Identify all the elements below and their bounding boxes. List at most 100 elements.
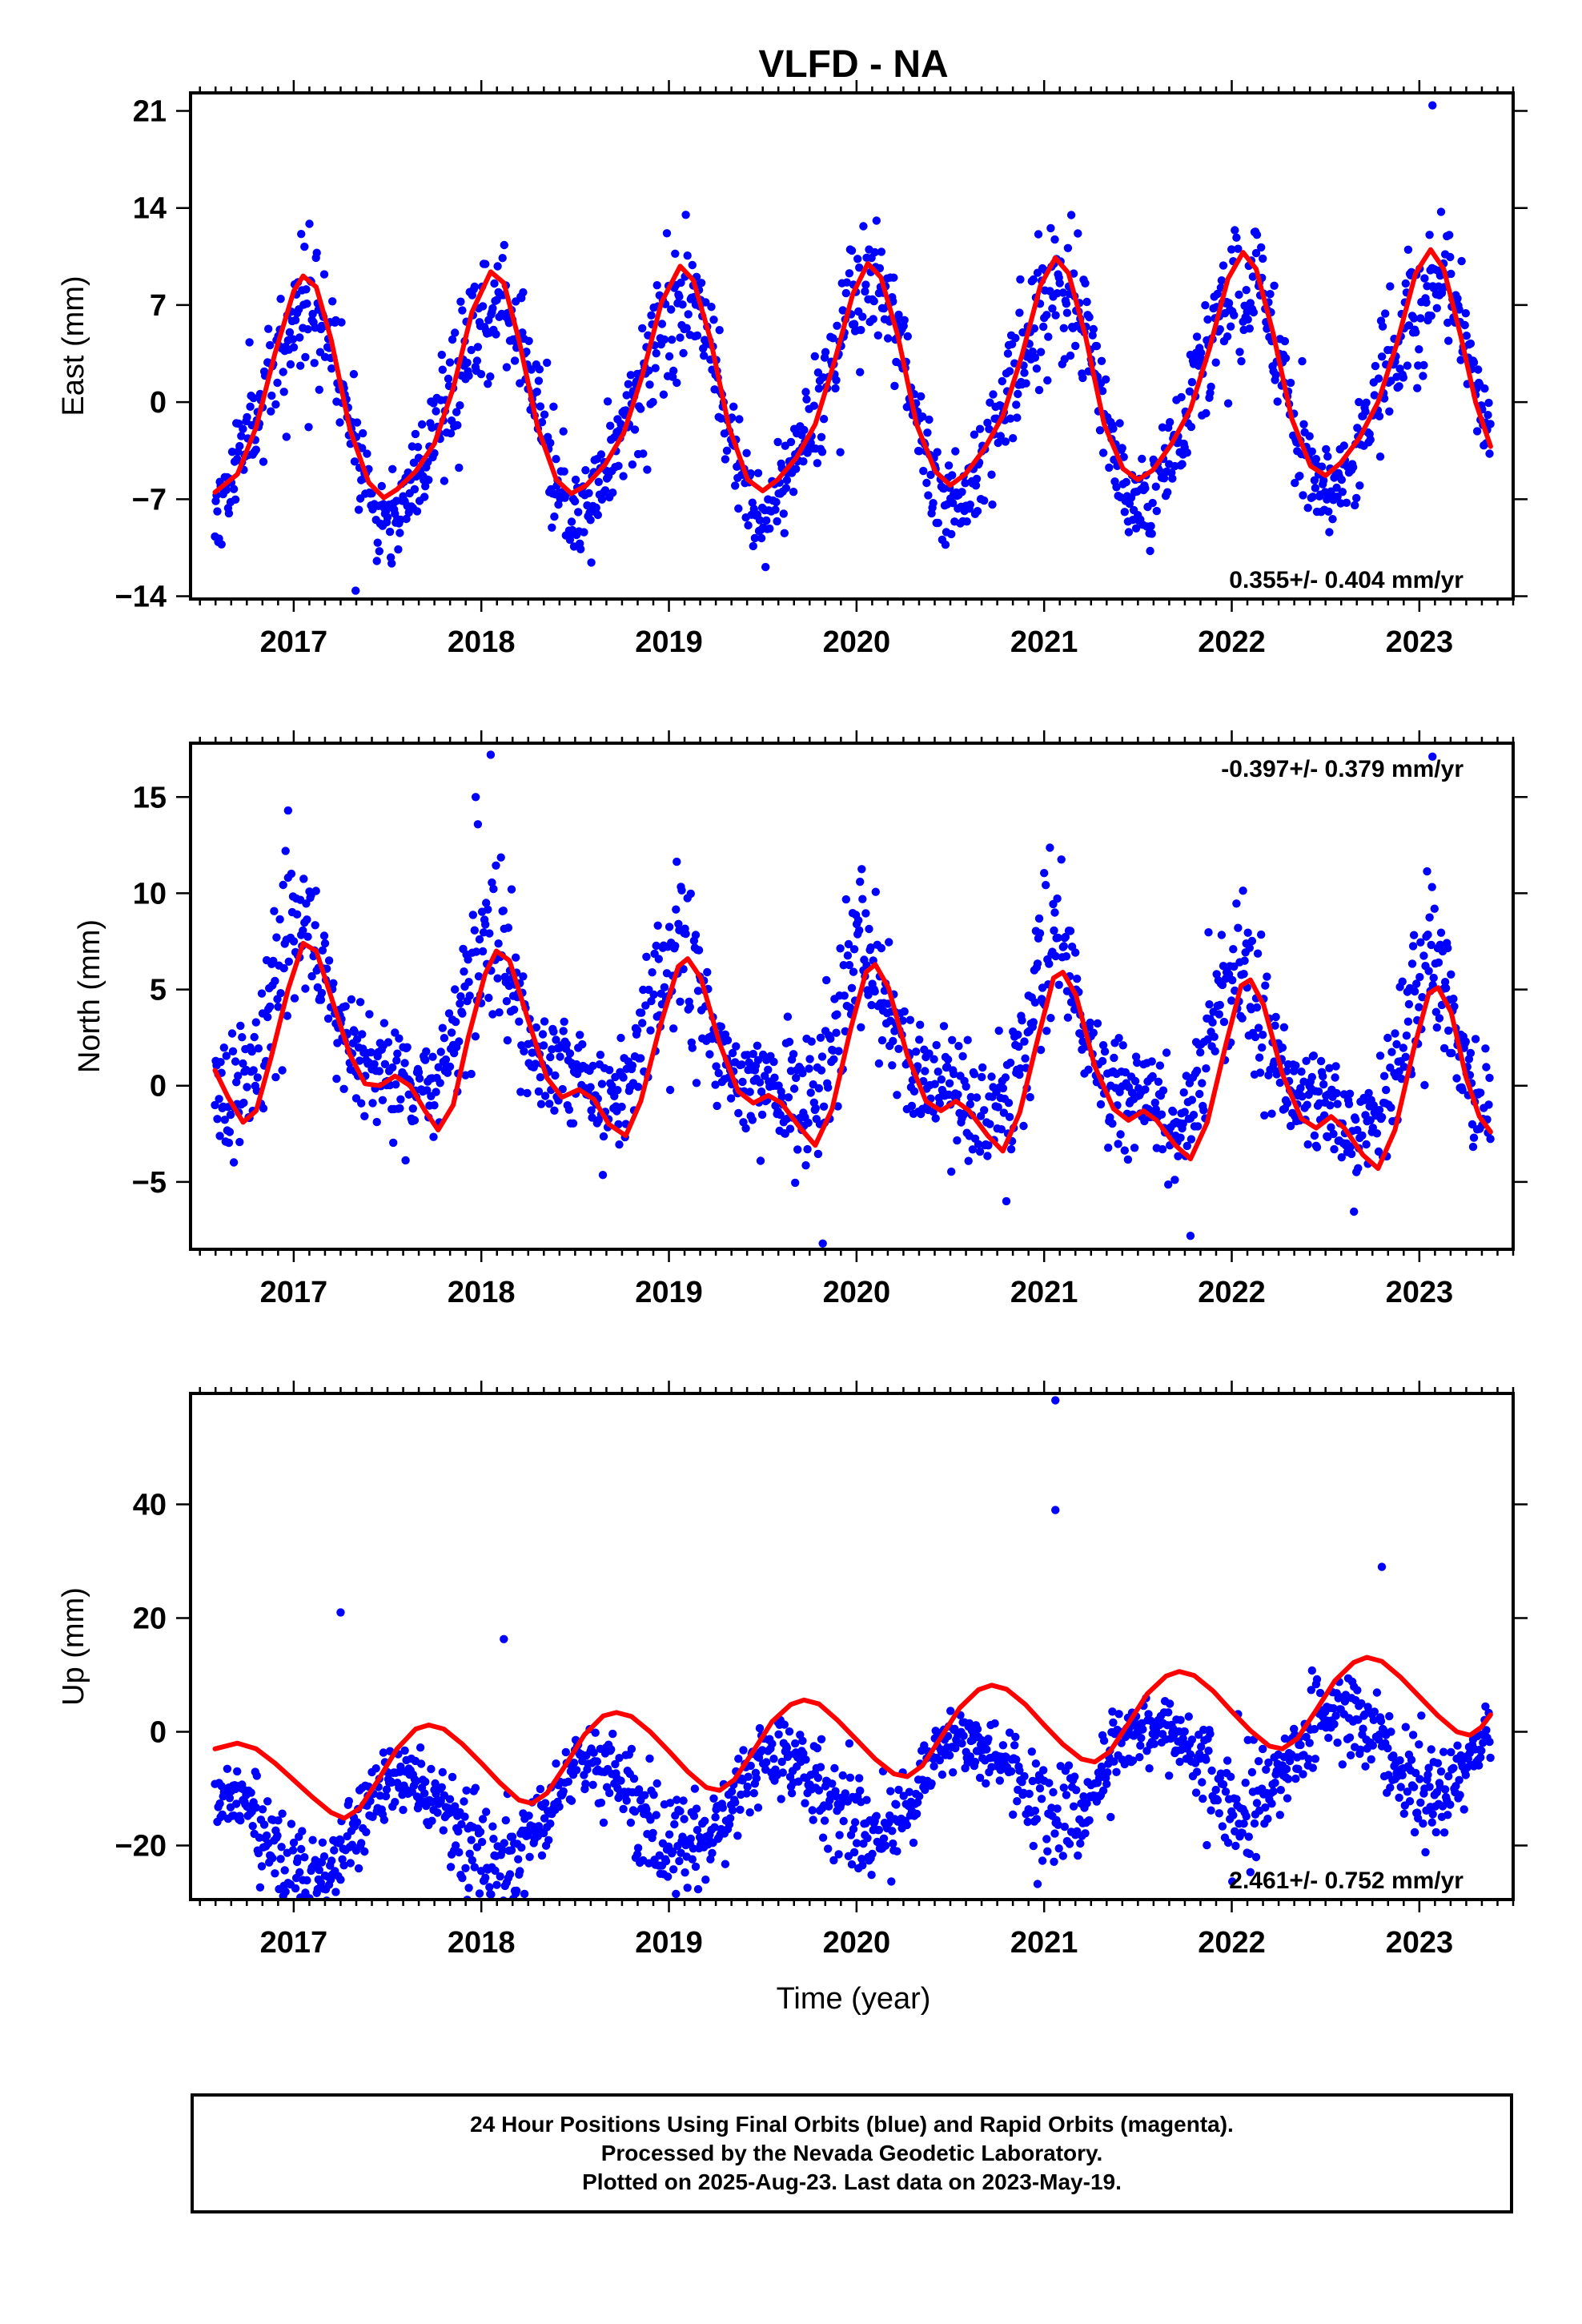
- data-point: [913, 1062, 922, 1071]
- data-point: [622, 391, 631, 400]
- data-point: [614, 1120, 623, 1129]
- data-point: [1114, 1140, 1122, 1148]
- data-point: [773, 437, 782, 447]
- data-point: [986, 1120, 994, 1128]
- data-point: [559, 1027, 568, 1035]
- data-point: [945, 1751, 954, 1760]
- data-point: [1386, 1783, 1395, 1792]
- data-point: [464, 1884, 473, 1892]
- data-point: [777, 1092, 786, 1101]
- data-point-outlier: [1377, 1562, 1387, 1571]
- data-point: [819, 415, 829, 424]
- data-point: [443, 1068, 452, 1077]
- data-point: [239, 424, 247, 433]
- data-point: [1441, 983, 1451, 993]
- data-point: [1381, 309, 1390, 318]
- data-point: [417, 420, 427, 429]
- data-point: [488, 878, 496, 887]
- data-point: [1405, 1797, 1415, 1806]
- data-point: [302, 899, 311, 908]
- data-point: [444, 374, 453, 384]
- data-point: [973, 1725, 982, 1734]
- y-tick-label: 0: [150, 1070, 167, 1104]
- data-point: [524, 336, 533, 345]
- data-point: [476, 370, 486, 379]
- data-point: [1064, 1761, 1074, 1770]
- data-point: [1215, 1809, 1224, 1818]
- data-point: [864, 991, 873, 999]
- data-point: [728, 1048, 737, 1058]
- data-point: [675, 1856, 684, 1866]
- data-point: [1415, 345, 1423, 354]
- data-point: [1307, 1686, 1316, 1695]
- data-point: [509, 1005, 519, 1015]
- data-point: [714, 1068, 723, 1078]
- data-point: [978, 1072, 986, 1082]
- x-tick-label: 2021: [1010, 625, 1078, 659]
- data-point: [300, 242, 309, 251]
- data-point: [801, 1161, 810, 1170]
- data-point: [654, 955, 663, 963]
- data-point: [324, 956, 334, 965]
- data-point: [402, 514, 411, 524]
- data-point: [580, 528, 588, 537]
- data-point: [887, 1877, 896, 1886]
- data-point: [849, 1848, 859, 1857]
- data-point: [1364, 1088, 1373, 1098]
- data-point: [1452, 1074, 1461, 1083]
- data-point: [372, 1117, 381, 1127]
- data-point: [1241, 1779, 1250, 1787]
- data-point: [220, 1116, 229, 1124]
- data-point: [225, 1794, 235, 1803]
- data-point: [1276, 1786, 1286, 1795]
- x-tick-label: 2022: [1198, 625, 1266, 659]
- data-point: [813, 1743, 822, 1753]
- data-point: [537, 418, 547, 427]
- data-point: [1178, 1119, 1187, 1128]
- data-point: [843, 951, 853, 960]
- data-point: [1159, 474, 1169, 483]
- data-point: [712, 1062, 721, 1071]
- data-point: [437, 350, 446, 360]
- data-point: [824, 1844, 833, 1853]
- data-point: [1182, 448, 1192, 457]
- data-point: [856, 877, 865, 887]
- data-point: [1367, 1755, 1375, 1764]
- data-point: [652, 1779, 661, 1788]
- data-point: [1355, 397, 1363, 407]
- data-point: [822, 975, 831, 985]
- data-point: [1037, 1795, 1046, 1803]
- data-point: [1376, 1717, 1386, 1726]
- data-point: [1439, 1828, 1449, 1837]
- data-point: [1048, 304, 1057, 313]
- data-point: [385, 527, 395, 537]
- data-point: [626, 1818, 636, 1827]
- data-point: [1114, 1710, 1123, 1719]
- data-point: [289, 1838, 299, 1848]
- y-tick-label: 15: [133, 781, 167, 814]
- data-point: [894, 1044, 903, 1054]
- data-point: [1148, 1072, 1157, 1081]
- data-point: [1227, 245, 1236, 254]
- data-point: [1425, 913, 1434, 922]
- data-point: [1275, 1078, 1285, 1088]
- data-point: [1424, 967, 1433, 975]
- data-point: [921, 1785, 930, 1795]
- data-point: [1415, 1003, 1423, 1011]
- data-point: [741, 1124, 750, 1133]
- data-point: [1030, 998, 1040, 1007]
- data-point: [709, 1794, 718, 1803]
- data-point: [1106, 1812, 1115, 1822]
- data-point: [308, 1835, 317, 1844]
- data-point: [817, 1052, 827, 1061]
- data-point: [949, 1768, 958, 1777]
- data-point: [1076, 1839, 1085, 1848]
- data-point: [288, 1846, 298, 1855]
- data-point: [915, 1791, 924, 1801]
- data-point: [818, 1833, 828, 1842]
- data-point: [456, 992, 465, 1001]
- data-point: [1259, 254, 1267, 263]
- data-point: [1223, 1838, 1233, 1848]
- data-point: [478, 947, 488, 956]
- rate-label: -0.397+/- 0.379 mm/yr: [1221, 756, 1464, 782]
